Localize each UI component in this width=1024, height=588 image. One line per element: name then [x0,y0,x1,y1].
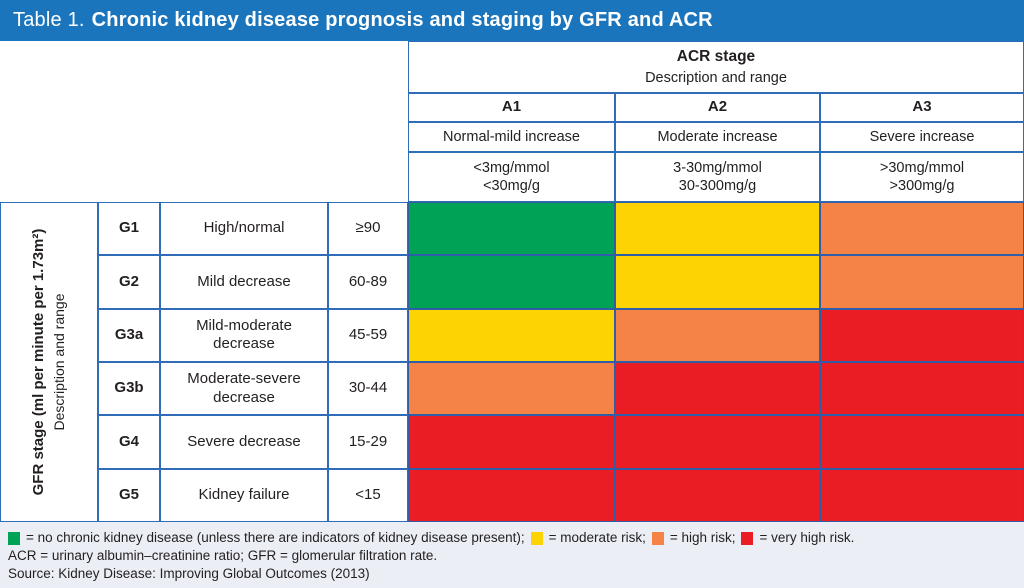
orange-swatch-icon [651,531,664,545]
acr-a2-description: Moderate increase [615,122,820,152]
risk-cell-g3a-a3 [820,308,1024,362]
gfr-axis-subtitle: Description and range [50,293,67,431]
risk-cell-g3a-a1 [408,308,615,362]
acr-a1-range-mg: <30mg/g [483,178,540,194]
risk-legend: = no chronic kidney disease (unless ther… [8,529,1016,547]
risk-cell-g4-a3 [820,415,1024,469]
gfr-stage-axis-header: GFR stage (ml per minute per 1.73m²) Des… [0,202,98,522]
acr-a2-range-mg: 30-300mg/g [678,178,757,194]
acr-a3-range-mg: >300mg/g [889,178,955,194]
acr-column-a2: A2 [615,93,820,122]
risk-cell-g4-a2 [615,415,820,469]
acr-stage-title: ACR stage [676,48,756,66]
gfr-g3a-description: Mild-moderate decrease [160,308,328,362]
gfr-g3b-description: Moderate-severe decrease [160,361,328,416]
risk-cell-g5-a2 [615,468,820,522]
abbreviations-note: ACR = urinary albumin–creatinine ratio; … [8,548,438,563]
red-swatch-icon [741,531,754,545]
page-title: Chronic kidney disease prognosis and sta… [91,9,713,31]
acr-column-a1: A1 [408,93,615,122]
gfr-g4-code: G4 [98,415,160,469]
risk-cell-g2-a3 [820,255,1024,309]
acr-a1-range-mmol: <3mg/mmol [473,159,550,176]
legend-item-moderate-risk: = moderate risk; [530,529,646,547]
risk-cell-g1-a3 [820,202,1024,256]
gfr-g5-range: <15 [328,468,408,522]
yellow-swatch-icon [530,531,543,545]
risk-cell-g2-a1 [408,255,615,309]
legend-label-high-risk: = high risk; [669,530,736,545]
risk-cell-g3a-a2 [615,308,820,362]
gfr-g2-description: Mild decrease [160,255,328,309]
risk-cell-g3b-a1 [408,361,615,416]
green-swatch-icon [8,531,20,545]
legend-label-no-ckd: = no chronic kidney disease (unless ther… [26,530,525,545]
risk-cell-g1-a1 [408,202,615,256]
risk-cell-g3b-a3 [820,361,1024,416]
gfr-g3b-code: G3b [98,361,160,416]
acr-a3-range: >30mg/mmol >300mg/g [820,152,1024,202]
gfr-g5-code: G5 [98,468,160,522]
legend-label-moderate-risk: = moderate risk; [548,530,646,545]
gfr-g2-code: G2 [98,255,160,309]
acr-a2-range: 3-30mg/mmol 30-300mg/g [615,152,820,202]
acr-a2-range-mmol: 3-30mg/mmol [673,159,762,176]
acr-a3-description: Severe increase [820,122,1024,152]
risk-cell-g1-a2 [615,202,820,256]
table-footnotes: = no chronic kidney disease (unless ther… [0,522,1024,588]
legend-item-high-risk: = high risk; [651,529,736,547]
risk-cell-g3b-a2 [615,361,820,416]
gfr-g2-range: 60-89 [328,255,408,309]
table-number-label: Table 1. [13,9,85,31]
gfr-axis-title: GFR stage (ml per minute per 1.73m²) [29,228,47,496]
gfr-g1-code: G1 [98,202,160,256]
acr-a3-range-mmol: >30mg/mmol [879,159,965,176]
legend-item-no-ckd: = no chronic kidney disease (unless ther… [8,529,525,547]
risk-cell-g4-a1 [408,415,615,469]
gfr-g3a-range: 45-59 [328,308,408,362]
acr-stage-subtitle: Description and range [645,69,787,86]
gfr-g5-description: Kidney failure [160,468,328,522]
gfr-g4-range: 15-29 [328,415,408,469]
acr-a1-range: <3mg/mmol <30mg/g [408,152,615,202]
gfr-g4-description: Severe decrease [160,415,328,469]
empty-corner-cell [0,41,408,202]
risk-cell-g2-a2 [615,255,820,309]
source-note: Source: Kidney Disease: Improving Global… [8,566,370,581]
risk-cell-g5-a3 [820,468,1024,522]
acr-column-a3: A3 [820,93,1024,122]
ckd-risk-table: ACR stage Description and range A1 A2 A3… [0,41,1024,522]
gfr-g1-description: High/normal [160,202,328,256]
table-title-bar: Table 1. Chronic kidney disease prognosi… [0,0,1024,41]
gfr-g1-range: ≥90 [328,202,408,256]
legend-label-very-high-risk: = very high risk. [759,530,855,545]
gfr-g3b-range: 30-44 [328,361,408,416]
acr-a1-description: Normal-mild increase [408,122,615,152]
risk-cell-g5-a1 [408,468,615,522]
legend-item-very-high-risk: = very high risk. [741,529,854,547]
gfr-g3a-code: G3a [98,308,160,362]
acr-stage-header: ACR stage Description and range [408,41,1024,93]
